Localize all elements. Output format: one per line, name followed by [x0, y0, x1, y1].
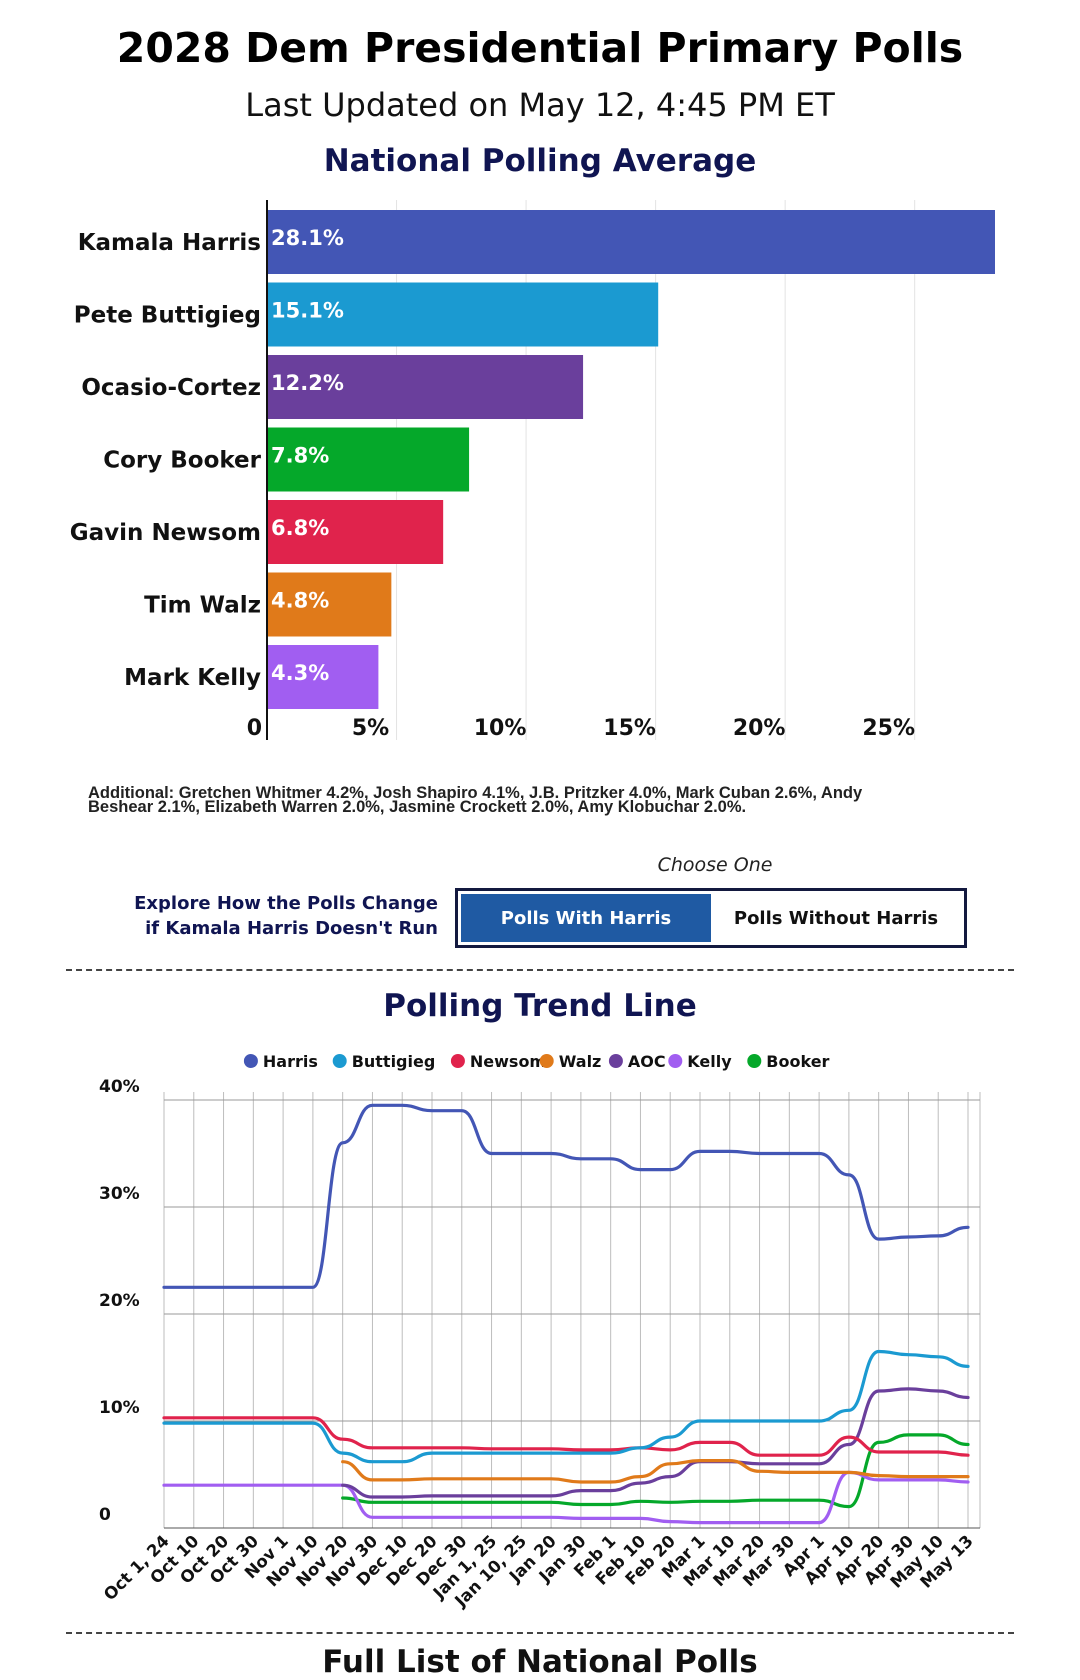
legend-marker	[450, 1054, 465, 1068]
bar-value-label: 4.8%	[271, 589, 329, 613]
trend-chart-title: Polling Trend Line	[383, 988, 697, 1024]
bar-x-tick-label: 10%	[474, 716, 527, 741]
legend-marker	[332, 1054, 347, 1068]
bar-value-label: 4.3%	[271, 661, 329, 685]
legend-marker	[539, 1054, 554, 1068]
polls-without-harris-button[interactable]: Polls Without Harris	[711, 894, 961, 942]
trend-y-tick-label: 0	[99, 1505, 111, 1525]
legend-label: AOC	[628, 1052, 666, 1071]
bar-value-label: 7.8%	[271, 444, 329, 468]
bar-value-label: 12.2%	[271, 371, 344, 395]
bar-x-tick-label: 15%	[603, 716, 656, 741]
legend-marker	[668, 1054, 683, 1068]
bar-x-tick-label: 20%	[733, 716, 786, 741]
bar-category-label: Cory Booker	[103, 448, 261, 474]
section-divider-bottom	[66, 1632, 1014, 1634]
page-title: 2028 Dem Presidential Primary Polls	[116, 24, 964, 72]
legend-marker	[608, 1054, 623, 1068]
bar-category-label: Ocasio-Cortez	[81, 375, 261, 401]
bar-category-label: Tim Walz	[144, 593, 261, 619]
additional-line-2: Beshear 2.1%, Elizabeth Warren 2.0%, Jas…	[88, 798, 747, 816]
bar-x-tick-label: 25%	[862, 716, 915, 741]
polling-trend-line-chart: 0 10% 20% 30% 40% Harris Buttigieg Newsom Walz AO…	[99, 1052, 981, 1611]
bar-x-tick-label: 5%	[352, 716, 389, 741]
bar-category-label: Kamala Harris	[78, 230, 261, 256]
harris-toggle: Polls With Harris Polls Without Harris	[455, 888, 967, 948]
full-list-title: Full List of National Polls	[322, 1644, 758, 1680]
trend-series-line	[341, 1459, 970, 1484]
legend-label: Harris	[263, 1052, 318, 1071]
national-average-bar-chart: Kamala Harris 28.1% Pete Buttigieg 15.1% Oca…	[70, 200, 995, 741]
additional-line-1: Additional: Gretchen Whitmer 4.2%, Josh …	[88, 784, 863, 802]
trend-series-line	[162, 1416, 970, 1457]
trend-y-tick-label: 20%	[99, 1291, 140, 1311]
bar-x-tick-label: 0	[247, 716, 262, 741]
legend-label: Walz	[559, 1052, 602, 1071]
bar	[267, 282, 659, 347]
bar-category-label: Mark Kelly	[124, 665, 261, 691]
choose-one-caption: Choose One	[657, 854, 773, 876]
explore-line-1: Explore How the Polls Change	[134, 893, 438, 914]
explore-text: Explore How the Polls Change if Kamala H…	[118, 891, 438, 941]
trend-series-line	[341, 1433, 970, 1509]
additional-candidates: Additional: Gretchen Whitmer 4.2%, Josh …	[88, 784, 988, 816]
bar-value-label: 28.1%	[271, 226, 344, 250]
bar-value-label: 15.1%	[271, 299, 344, 323]
trend-y-tick-label: 10%	[99, 1398, 140, 1418]
explore-line-2: if Kamala Harris Doesn't Run	[145, 918, 438, 939]
bar-chart-title: National Polling Average	[323, 143, 757, 179]
section-divider	[66, 969, 1014, 971]
trend-series-line	[162, 1103, 970, 1289]
trend-series-line	[162, 1349, 970, 1464]
trend-y-tick-label: 30%	[99, 1184, 140, 1204]
bar-category-label: Pete Buttigieg	[74, 303, 261, 329]
bar	[267, 500, 444, 564]
bar	[267, 355, 584, 419]
bar	[267, 210, 995, 274]
legend-label: Newsom	[470, 1052, 546, 1071]
legend-label: Buttigieg	[352, 1052, 436, 1071]
legend-marker	[243, 1054, 258, 1068]
trend-y-tick-label: 40%	[99, 1077, 140, 1097]
bar-category-label: Gavin Newsom	[70, 520, 261, 546]
bar	[267, 572, 392, 637]
legend-marker	[747, 1054, 762, 1068]
bar	[267, 645, 379, 709]
bar	[267, 427, 470, 492]
trend-series-line	[341, 1387, 970, 1499]
last-updated: Last Updated on May 12, 4:45 PM ET	[245, 86, 835, 124]
legend-label: Booker	[766, 1052, 829, 1071]
bar-value-label: 6.8%	[271, 516, 329, 540]
trend-series-line	[162, 1470, 970, 1525]
legend-label: Kelly	[687, 1052, 732, 1071]
polls-with-harris-button[interactable]: Polls With Harris	[461, 894, 711, 942]
